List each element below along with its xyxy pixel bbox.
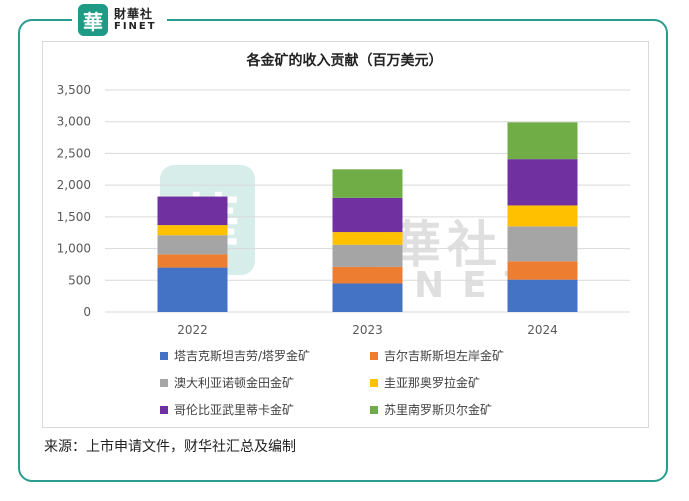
y-tick-label: 2,000 [57,178,91,192]
legend-label: 哥伦比亚武里蒂卡金矿 [174,401,294,418]
y-tick-label: 2,500 [57,146,91,160]
bar-segment [158,268,228,312]
legend-swatch [160,352,168,360]
legend-item: 吉尔吉斯斯坦左岸金矿 [370,347,580,364]
legend-label: 苏里南罗斯贝尔金矿 [384,401,492,418]
chart-legend: 塔吉克斯坦吉劳/塔罗金矿 吉尔吉斯斯坦左岸金矿澳大利亚诺顿金田金矿 圭亚那奥罗拉金矿… [160,347,580,418]
bar-segment [508,205,578,226]
legend-item: 圭亚那奥罗拉金矿 [370,374,580,391]
y-tick-label: 500 [68,273,91,287]
y-tick-label: 1,000 [57,242,91,256]
legend-item: 哥伦比亚武里蒂卡金矿 [160,401,370,418]
bar-segment [508,159,578,205]
bar-segment [333,267,403,283]
bar-segment [333,169,403,198]
bar-segment [508,122,578,159]
y-tick-label: 0 [83,305,91,319]
bar-segment [158,197,228,226]
legend-swatch [160,379,168,387]
source-note: 来源：上市申请文件，财华社汇总及编制 [44,436,296,456]
x-tick-label: 2024 [527,323,558,337]
y-tick-label: 3,000 [57,115,91,129]
legend-label: 澳大利亚诺顿金田金矿 [174,374,294,391]
legend-swatch [160,406,168,414]
legend-label: 吉尔吉斯斯坦左岸金矿 [384,347,504,364]
bar-segment [158,254,228,267]
x-tick-label: 2023 [352,323,383,337]
bar-segment [333,245,403,267]
bar-segment [508,261,578,279]
legend-swatch [370,352,378,360]
legend-swatch [370,379,378,387]
legend-item: 塔吉克斯坦吉劳/塔罗金矿 [160,347,370,364]
legend-item: 澳大利亚诺顿金田金矿 [160,374,370,391]
bar-segment [508,226,578,261]
bar-segment [158,225,228,235]
y-tick-label: 1,500 [57,210,91,224]
legend-swatch [370,406,378,414]
bar-segment [333,232,403,245]
legend-item: 苏里南罗斯贝尔金矿 [370,401,580,418]
bar-segment [508,280,578,312]
legend-label: 塔吉克斯坦吉劳/塔罗金矿 [174,347,310,364]
x-tick-label: 2022 [177,323,208,337]
bar-segment [333,198,403,232]
legend-label: 圭亚那奥罗拉金矿 [384,374,480,391]
bar-segment [333,283,403,312]
y-tick-label: 3,500 [57,83,91,97]
bar-segment [158,235,228,254]
